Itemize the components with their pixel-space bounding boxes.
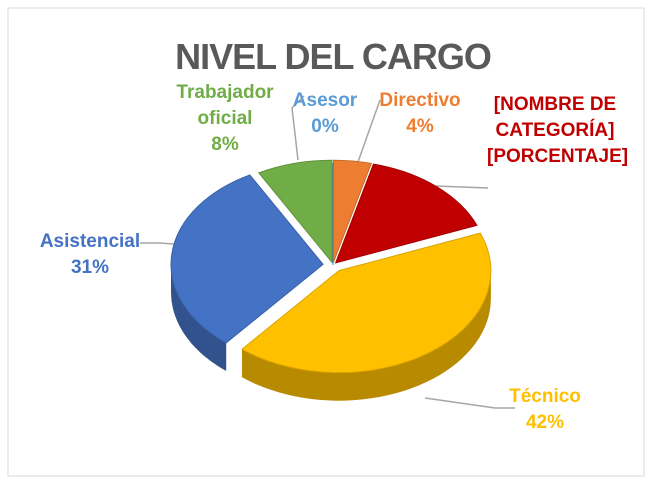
leader-line [434,185,489,189]
label-value: 42% [525,412,565,433]
label-name: Asistencial [39,231,141,252]
chart-border [7,7,645,477]
pie-slice [333,159,372,263]
label-value: 4% [406,116,434,137]
label-value: 31% [70,257,110,278]
pie-slice [241,232,492,374]
data-label: Asistencial 31% [20,229,160,281]
chart-title: NIVEL DEL CARGO [175,36,492,77]
leader-line [357,99,381,163]
label-value: [PORCENTAJE] [487,146,629,167]
leader-line [291,95,305,161]
label-value: 0% [311,116,339,137]
label-name: [NOMBRE DE CATEGORÍA] [493,94,617,141]
label-name: Asesor [292,90,358,111]
label-value: 8% [211,134,239,155]
pie-slice [257,159,333,264]
leader-line [424,397,515,409]
data-label: Trabajador oficial 8% [170,80,280,158]
pie-slice [170,174,324,344]
label-name: Trabajador oficial [176,82,274,129]
data-label: Técnico 42% [495,384,595,436]
data-label: [NOMBRE DE CATEGORÍA] [PORCENTAJE] [487,92,629,170]
data-label: Directivo 4% [372,88,468,140]
label-name: Directivo [379,90,461,111]
pie-slice [334,163,478,264]
label-name: Técnico [509,386,581,407]
pie [170,159,492,401]
pie-slice-side [242,270,491,401]
data-label: Asesor 0% [280,88,370,140]
pie-slice-side [171,264,227,371]
